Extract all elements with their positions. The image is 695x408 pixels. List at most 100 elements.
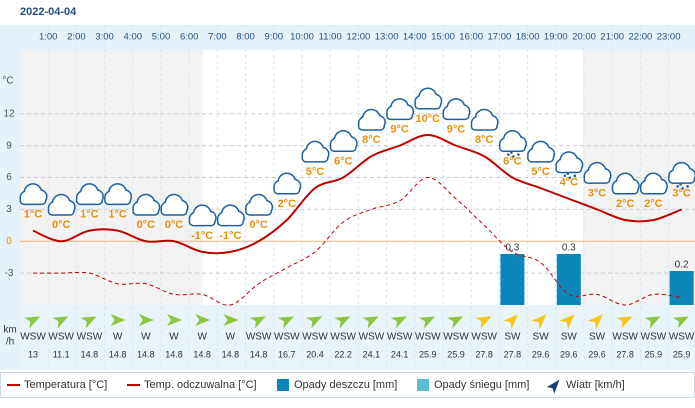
weather-icon: [357, 108, 386, 131]
temperature-label: 0°C: [52, 219, 71, 231]
cloud-fill: [49, 207, 74, 215]
temperature-label: 2°C: [278, 198, 297, 210]
wind-arrow: [277, 316, 294, 329]
wind-direction: WSW: [20, 332, 46, 343]
wind-arrow: [138, 314, 154, 326]
legend-swatch: [277, 379, 289, 391]
wind-arrow: [418, 316, 435, 329]
hour-label: 19:00: [544, 32, 568, 43]
cloud-fill: [162, 207, 186, 215]
wind-arrow: [644, 316, 661, 329]
hour-label: 18:00: [516, 32, 540, 43]
temperature-label: 5°C: [306, 166, 325, 178]
wind-speed: 14.8: [109, 349, 127, 359]
wind-arrow: [195, 314, 211, 326]
left-column: [0, 25, 20, 370]
cloud-fill: [669, 175, 694, 183]
wind-speed: 24.1: [391, 349, 409, 359]
weather-icon: [75, 183, 104, 206]
wind-direction: WSW: [77, 332, 103, 343]
wind-speed: 25.9: [419, 349, 437, 359]
hour-label: 21:00: [600, 32, 624, 43]
hour-label: 10:00: [290, 32, 314, 43]
wind-direction: WSW: [387, 332, 413, 343]
temperature-label: 1°C: [108, 209, 127, 221]
cloud-fill: [444, 112, 468, 119]
legend-label: Opady deszczu [mm]: [294, 379, 397, 391]
wind-arrow: [249, 316, 266, 329]
cloud-fill: [556, 165, 581, 172]
weather-icon: [47, 193, 76, 216]
wind-speed: 20.4: [306, 349, 324, 359]
hour-label: 16:00: [459, 32, 483, 43]
weather-icon: [188, 204, 217, 227]
temperature-label: 9°C: [390, 124, 409, 136]
wind-speed: 24.1: [363, 349, 381, 359]
wind-speed: 27.8: [504, 349, 522, 359]
wind-arrow: [672, 316, 689, 329]
wind-arrow: [80, 316, 97, 329]
wind-speed: 14.8: [165, 349, 183, 359]
wind-direction: W: [226, 332, 236, 343]
hour-label: 15:00: [431, 32, 455, 43]
wind-direction: W: [197, 332, 207, 343]
weather-icon: [132, 193, 161, 216]
temperature-label: 0°C: [165, 219, 184, 231]
hour-label: 9:00: [265, 32, 284, 43]
weather-icon: [329, 130, 358, 152]
temperature-label: -1°C: [191, 230, 213, 242]
y-tick-label: 12: [3, 108, 15, 119]
wind-speed: 29.6: [588, 349, 606, 359]
wind-arrow: [616, 316, 633, 329]
wind-direction: SW: [589, 332, 606, 343]
wind-arrow: [531, 314, 547, 330]
wind-speed: 27.8: [616, 349, 634, 359]
temperature-label: 1°C: [24, 209, 43, 221]
weather-icon: [386, 98, 415, 121]
cloud-fill: [105, 197, 130, 204]
y-tick-label: 3: [6, 204, 12, 215]
hour-label: 17:00: [488, 32, 512, 43]
wind-arrow: [306, 316, 323, 329]
cloud-fill: [218, 218, 243, 225]
hour-label: 7:00: [208, 32, 227, 43]
wind-direction: WSW: [471, 332, 497, 343]
hour-label: 5:00: [152, 32, 171, 43]
rain-drop: [507, 153, 510, 156]
wind-direction: WSW: [48, 332, 74, 343]
wind-speed: 25.9: [673, 349, 691, 359]
legend-label: Opady śniegu [mm]: [434, 379, 529, 391]
legend-label: Temperatura [°C]: [24, 379, 107, 391]
legend-label: Temp. odczuwalna [°C]: [144, 379, 257, 391]
cloud-fill: [528, 154, 553, 162]
hour-label: 12:00: [347, 32, 371, 43]
wind-arrow: [223, 314, 239, 326]
wind-direction: SW: [561, 332, 578, 343]
temperature-label: 2°C: [644, 198, 663, 210]
wind-arrow: [587, 314, 603, 330]
hour-label: 6:00: [180, 32, 199, 43]
cloud-fill: [133, 207, 158, 215]
y-tick-label: 9: [6, 140, 12, 151]
temperature-label: -1°C: [219, 230, 241, 242]
weather-icon: [245, 193, 274, 216]
wind-direction: W: [113, 332, 123, 343]
hour-label: 13:00: [375, 32, 399, 43]
wind-arrow: [52, 316, 69, 329]
wind-direction: WSW: [302, 332, 328, 343]
rain-drop: [512, 155, 515, 158]
legend-swatch: [546, 379, 560, 394]
wind-speed: 14.8: [193, 349, 211, 359]
hour-label: 11:00: [319, 32, 342, 43]
cloud-fill: [77, 197, 102, 204]
wind-speed: 16.7: [278, 349, 296, 359]
cloud-fill: [415, 101, 440, 108]
wind-arrow: [110, 314, 126, 326]
wind-direction: WSW: [274, 332, 300, 343]
hour-label: 3:00: [95, 32, 114, 43]
cloud-fill: [190, 218, 215, 225]
wind-direction: WSW: [641, 332, 667, 343]
wind-arrow: [24, 316, 41, 329]
weather-icon: [639, 172, 668, 195]
precip-bar: [500, 254, 525, 305]
